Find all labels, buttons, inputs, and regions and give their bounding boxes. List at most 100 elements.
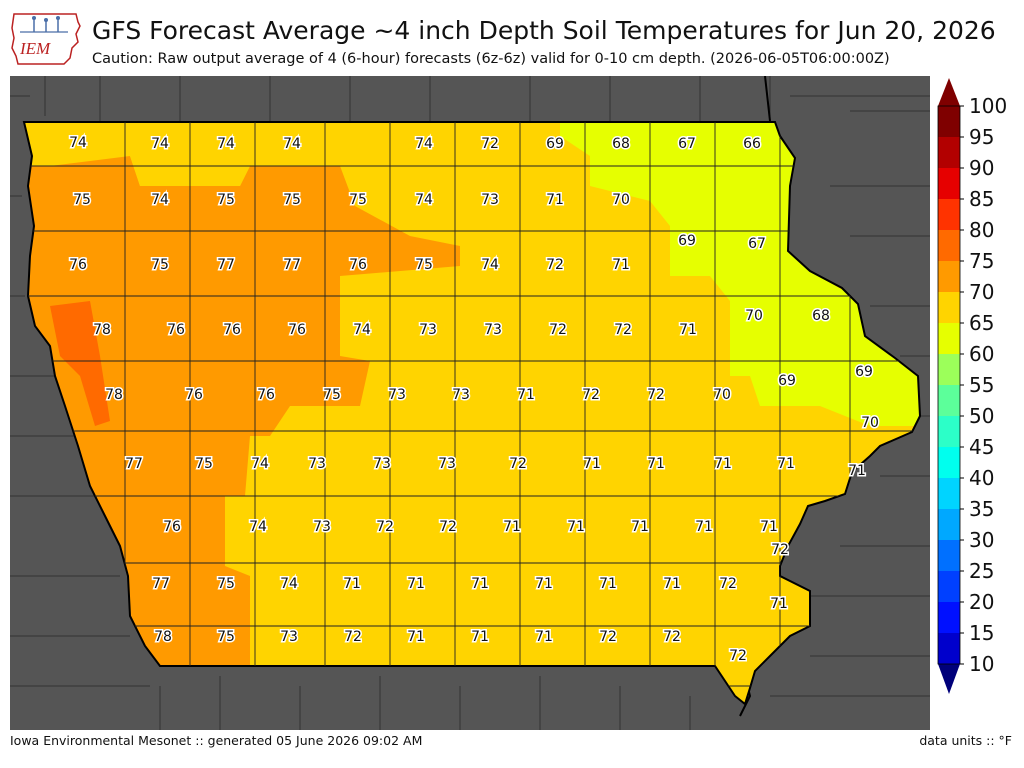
county-value-label: 71 — [777, 456, 795, 472]
county-value-label: 75 — [217, 192, 235, 208]
county-value-label: 71 — [631, 519, 649, 535]
county-value-labels: 74 74 74 74 74 72 69 68 67 66 75 74 75 75 75 74 73 71 70 76… — [68, 134, 881, 666]
county-value-label: 75 — [73, 192, 91, 208]
colorbar-band — [938, 509, 960, 540]
county-value-label: 78 — [93, 322, 111, 338]
county-value-label: 72 — [344, 629, 362, 645]
county-value-label: 74 — [481, 257, 499, 273]
county-value-label: 71 — [535, 576, 553, 592]
colorbar-tick-label: 75 — [969, 249, 994, 273]
colorbar-tick-label: 100 — [969, 94, 1007, 118]
county-value-label: 71 — [471, 629, 489, 645]
colorbar-tick-label: 15 — [969, 621, 994, 645]
county-value-label: 74 — [415, 192, 433, 208]
colorbar-tick-label: 50 — [969, 404, 994, 428]
county-value-label: 72 — [509, 456, 527, 472]
county-value-label: 76 — [349, 257, 367, 273]
colorbar-tick-label: 55 — [969, 373, 994, 397]
colorbar-band — [938, 602, 960, 633]
county-value-label: 72 — [376, 519, 394, 535]
colorbar-tick-label: 85 — [969, 187, 994, 211]
colorbar-tick-label: 60 — [969, 342, 994, 366]
county-value-label: 77 — [217, 257, 235, 273]
county-value-label: 71 — [679, 322, 697, 338]
colorbar-tick-label: 95 — [969, 125, 994, 149]
county-value-label: 72 — [719, 576, 737, 592]
county-value-label: 71 — [567, 519, 585, 535]
map-subtitle: Caution: Raw output average of 4 (6-hour… — [92, 51, 890, 67]
colorbar-tick-label: 30 — [969, 528, 994, 552]
colorbar-band — [938, 478, 960, 509]
county-value-label: 71 — [517, 387, 535, 403]
colorbar-tick-label: 10 — [969, 652, 994, 676]
colorbar-bands — [937, 78, 961, 694]
county-value-label: 76 — [223, 322, 241, 338]
county-value-label: 71 — [503, 519, 521, 535]
footer-credit: Iowa Environmental Mesonet :: generated … — [10, 733, 423, 748]
colorbar-under-arrow — [938, 664, 960, 694]
county-value-label: 76 — [69, 257, 87, 273]
county-value-label: 76 — [288, 322, 306, 338]
mississippi-river-line — [764, 76, 771, 122]
county-value-label: 78 — [105, 387, 123, 403]
county-value-label: 71 — [583, 456, 601, 472]
county-value-label: 69 — [855, 364, 873, 380]
iem-logo: IEM — [11, 13, 81, 65]
colorbar-band — [938, 633, 960, 664]
county-value-label: 70 — [745, 308, 763, 324]
county-value-label: 72 — [614, 322, 632, 338]
colorbar-band — [938, 168, 960, 199]
colorbar-tick-label: 45 — [969, 435, 994, 459]
colorbar-tick-label: 65 — [969, 311, 994, 335]
map-title: GFS Forecast Average ~4 inch Depth Soil … — [92, 16, 996, 45]
county-value-label: 72 — [546, 257, 564, 273]
colorbar-over-arrow — [938, 78, 960, 106]
county-value-label: 71 — [343, 576, 361, 592]
county-value-label: 75 — [151, 257, 169, 273]
county-value-label: 75 — [323, 387, 341, 403]
county-value-label: 73 — [419, 322, 437, 338]
colorbar-band — [938, 261, 960, 292]
county-value-label: 73 — [438, 456, 456, 472]
county-value-label: 73 — [388, 387, 406, 403]
county-value-label: 72 — [582, 387, 600, 403]
county-value-label: 71 — [848, 463, 866, 479]
county-value-label: 72 — [647, 387, 665, 403]
colorbar-tick-label: 25 — [969, 559, 994, 583]
county-value-label: 71 — [770, 596, 788, 612]
county-value-label: 73 — [280, 629, 298, 645]
county-value-label: 76 — [257, 387, 275, 403]
county-value-label: 78 — [154, 629, 172, 645]
county-value-label: 72 — [663, 629, 681, 645]
colorbar-tick-label: 20 — [969, 590, 994, 614]
colorbar-band — [938, 292, 960, 323]
county-value-label: 69 — [778, 373, 796, 389]
county-value-label: 67 — [678, 136, 696, 152]
county-value-label: 71 — [407, 576, 425, 592]
county-value-label: 75 — [283, 192, 301, 208]
iowa-temperature-fill — [24, 122, 920, 704]
county-value-label: 71 — [760, 519, 778, 535]
colorbar-band — [938, 199, 960, 230]
colorbar-tick-label: 40 — [969, 466, 994, 490]
county-value-label: 72 — [439, 519, 457, 535]
county-value-label: 69 — [678, 233, 696, 249]
county-value-label: 71 — [546, 192, 564, 208]
county-value-label: 74 — [415, 136, 433, 152]
county-value-label: 73 — [308, 456, 326, 472]
county-value-label: 74 — [353, 322, 371, 338]
county-value-label: 71 — [535, 629, 553, 645]
county-value-label: 70 — [612, 192, 630, 208]
county-value-label: 74 — [151, 192, 169, 208]
county-value-label: 71 — [647, 456, 665, 472]
county-value-label: 75 — [217, 576, 235, 592]
county-value-label: 72 — [549, 322, 567, 338]
county-value-label: 74 — [251, 456, 269, 472]
county-value-label: 68 — [812, 308, 830, 324]
county-value-label: 71 — [714, 456, 732, 472]
county-value-label: 73 — [452, 387, 470, 403]
colorbar-tick-label: 35 — [969, 497, 994, 521]
colorbar-tick-label: 80 — [969, 218, 994, 242]
footer-units: data units :: °F — [919, 733, 1012, 748]
county-value-label: 73 — [313, 519, 331, 535]
